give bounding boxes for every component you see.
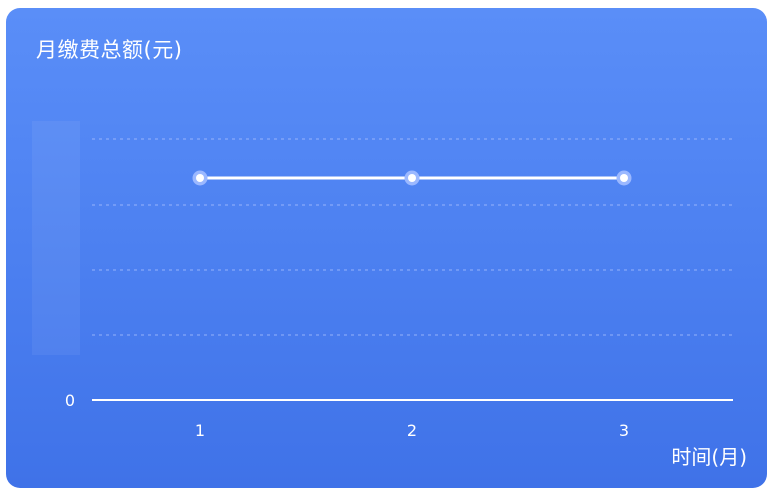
x-axis-label: 时间(月) [671, 445, 747, 469]
y-axis-label-area [32, 121, 80, 355]
y-tick-label: 0 [65, 391, 75, 410]
chart-title: 月缴费总额(元) [36, 38, 183, 62]
line-chart: 0 1 2 3 [65, 138, 733, 440]
data-point-2 [408, 174, 416, 182]
data-point-1 [196, 174, 204, 182]
x-tick-label-3: 3 [619, 421, 629, 440]
x-tick-label-2: 2 [407, 421, 417, 440]
data-point-3 [620, 174, 628, 182]
chart-card: 月缴费总额(元) 0 1 2 3 时间(月) [6, 8, 767, 488]
x-tick-label-1: 1 [195, 421, 205, 440]
